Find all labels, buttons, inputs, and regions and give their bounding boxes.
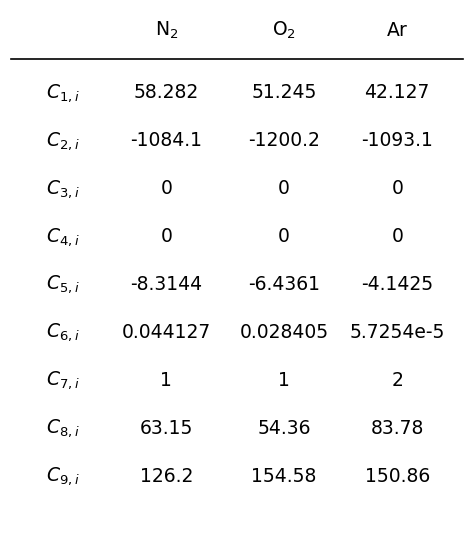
Text: 63.15: 63.15 bbox=[140, 419, 193, 438]
Text: $C_{9,i}$: $C_{9,i}$ bbox=[46, 465, 80, 487]
Text: 83.78: 83.78 bbox=[371, 419, 424, 438]
Text: 54.36: 54.36 bbox=[257, 419, 311, 438]
Text: 1: 1 bbox=[160, 371, 172, 390]
Text: 42.127: 42.127 bbox=[365, 83, 430, 102]
Text: 5.7254e-5: 5.7254e-5 bbox=[349, 323, 445, 342]
Text: -1084.1: -1084.1 bbox=[130, 131, 202, 150]
Text: 0: 0 bbox=[391, 179, 403, 198]
Text: 0: 0 bbox=[160, 227, 172, 246]
Text: 2: 2 bbox=[391, 371, 403, 390]
Text: -1093.1: -1093.1 bbox=[361, 131, 433, 150]
Text: 126.2: 126.2 bbox=[140, 467, 193, 486]
Text: $C_{8,i}$: $C_{8,i}$ bbox=[46, 417, 80, 439]
Text: $\mathrm{O}_2$: $\mathrm{O}_2$ bbox=[272, 20, 296, 41]
Text: $\mathrm{N}_2$: $\mathrm{N}_2$ bbox=[155, 20, 178, 41]
Text: -4.1425: -4.1425 bbox=[361, 275, 433, 294]
Text: $\mathrm{Ar}$: $\mathrm{Ar}$ bbox=[386, 21, 409, 40]
Text: $C_{2,i}$: $C_{2,i}$ bbox=[46, 130, 80, 152]
Text: 0: 0 bbox=[391, 227, 403, 246]
Text: $C_{4,i}$: $C_{4,i}$ bbox=[46, 226, 80, 248]
Text: 0.044127: 0.044127 bbox=[122, 323, 211, 342]
Text: -8.3144: -8.3144 bbox=[130, 275, 202, 294]
Text: $C_{5,i}$: $C_{5,i}$ bbox=[46, 273, 80, 295]
Text: 154.58: 154.58 bbox=[251, 467, 317, 486]
Text: 0: 0 bbox=[160, 179, 172, 198]
Text: 0: 0 bbox=[278, 227, 290, 246]
Text: -6.4361: -6.4361 bbox=[248, 275, 320, 294]
Text: 58.282: 58.282 bbox=[134, 83, 199, 102]
Text: 0: 0 bbox=[278, 179, 290, 198]
Text: $C_{7,i}$: $C_{7,i}$ bbox=[46, 369, 80, 391]
Text: 150.86: 150.86 bbox=[365, 467, 430, 486]
Text: 0.028405: 0.028405 bbox=[239, 323, 328, 342]
Text: $C_{1,i}$: $C_{1,i}$ bbox=[46, 82, 80, 104]
Text: $C_{3,i}$: $C_{3,i}$ bbox=[46, 178, 80, 200]
Text: 1: 1 bbox=[278, 371, 290, 390]
Text: 51.245: 51.245 bbox=[251, 83, 317, 102]
Text: -1200.2: -1200.2 bbox=[248, 131, 320, 150]
Text: $C_{6,i}$: $C_{6,i}$ bbox=[46, 322, 80, 343]
